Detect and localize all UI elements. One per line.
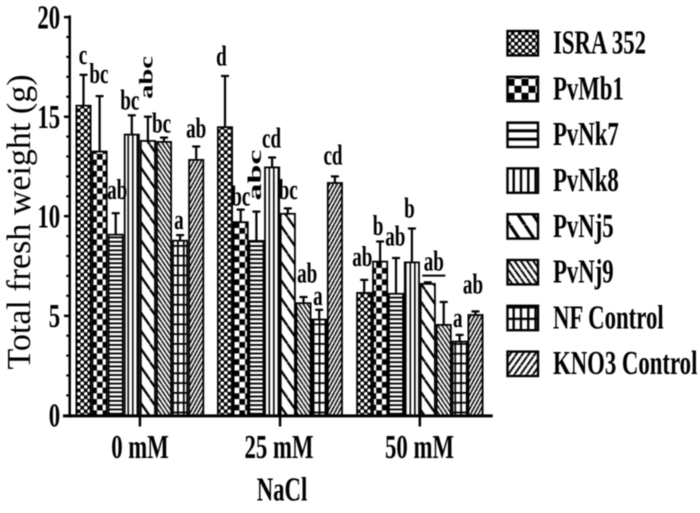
svg-text:d: d xyxy=(216,41,227,73)
svg-text:cd: cd xyxy=(262,123,281,155)
svg-text:10: 10 xyxy=(37,198,60,236)
svg-text:PvNk7: PvNk7 xyxy=(553,116,619,154)
svg-text:ab: ab xyxy=(352,241,372,273)
svg-text:ab: ab xyxy=(463,269,483,301)
svg-text:abc: abc xyxy=(136,56,157,99)
svg-text:ab: ab xyxy=(186,113,206,145)
svg-text:Total fresh weight (g): Total fresh weight (g) xyxy=(1,74,38,369)
svg-text:ab: ab xyxy=(297,258,317,290)
svg-text:b: b xyxy=(404,193,415,225)
svg-text:bc: bc xyxy=(279,174,298,206)
svg-text:c: c xyxy=(79,39,88,71)
svg-text:25 mM: 25 mM xyxy=(245,429,314,467)
svg-text:cd: cd xyxy=(323,140,342,172)
svg-text:bc: bc xyxy=(89,58,108,90)
svg-text:ab: ab xyxy=(424,246,444,278)
svg-text:PvNj5: PvNj5 xyxy=(553,207,614,245)
svg-text:NF Control: NF Control xyxy=(553,299,664,337)
svg-text:NaCl: NaCl xyxy=(257,471,308,509)
svg-text:0: 0 xyxy=(49,397,60,435)
svg-text:ISRA 352: ISRA 352 xyxy=(553,24,646,62)
svg-text:KNO3 Control: KNO3 Control xyxy=(553,345,697,383)
svg-text:ab: ab xyxy=(107,175,127,207)
svg-text:20: 20 xyxy=(37,0,60,37)
svg-text:bc: bc xyxy=(120,85,139,117)
svg-text:a: a xyxy=(174,204,184,236)
svg-text:bc: bc xyxy=(231,181,250,213)
svg-text:PvMb1: PvMb1 xyxy=(553,70,624,108)
svg-text:a: a xyxy=(313,280,323,312)
svg-text:5: 5 xyxy=(49,298,60,336)
svg-text:PvNj9: PvNj9 xyxy=(553,253,614,291)
svg-text:50 mM: 50 mM xyxy=(385,429,454,467)
svg-text:b: b xyxy=(373,211,384,243)
svg-text:ab: ab xyxy=(385,221,405,253)
svg-text:a: a xyxy=(453,302,463,334)
svg-text:abc: abc xyxy=(245,150,265,201)
svg-text:15: 15 xyxy=(37,99,60,137)
svg-text:0 mM: 0 mM xyxy=(111,429,169,467)
svg-text:PvNk8: PvNk8 xyxy=(553,162,619,200)
svg-text:bc: bc xyxy=(152,108,171,140)
